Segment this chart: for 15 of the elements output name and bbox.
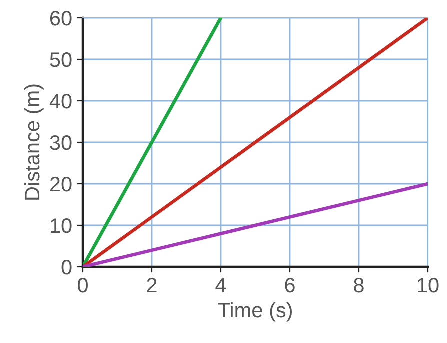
y-tick-label: 30 bbox=[50, 136, 72, 150]
y-tick-label: 60 bbox=[50, 11, 72, 26]
x-tick-label: 2 bbox=[147, 278, 157, 293]
x-tick-label: 0 bbox=[78, 278, 88, 293]
x-tick-label: 8 bbox=[354, 278, 364, 293]
y-axis-title: Distance (m) bbox=[24, 84, 44, 200]
y-tick-label: 10 bbox=[51, 218, 72, 234]
x-tick-label: 10 bbox=[418, 278, 439, 293]
y-tick-label: 20 bbox=[50, 177, 72, 192]
x-tick-label: 6 bbox=[285, 278, 295, 293]
y-tick-label: 40 bbox=[50, 94, 72, 109]
x-axis-title: Time (s) bbox=[218, 302, 292, 322]
x-tick-label: 4 bbox=[216, 278, 226, 293]
y-tick-label: 50 bbox=[50, 52, 72, 68]
y-tick-label: 0 bbox=[62, 260, 72, 275]
